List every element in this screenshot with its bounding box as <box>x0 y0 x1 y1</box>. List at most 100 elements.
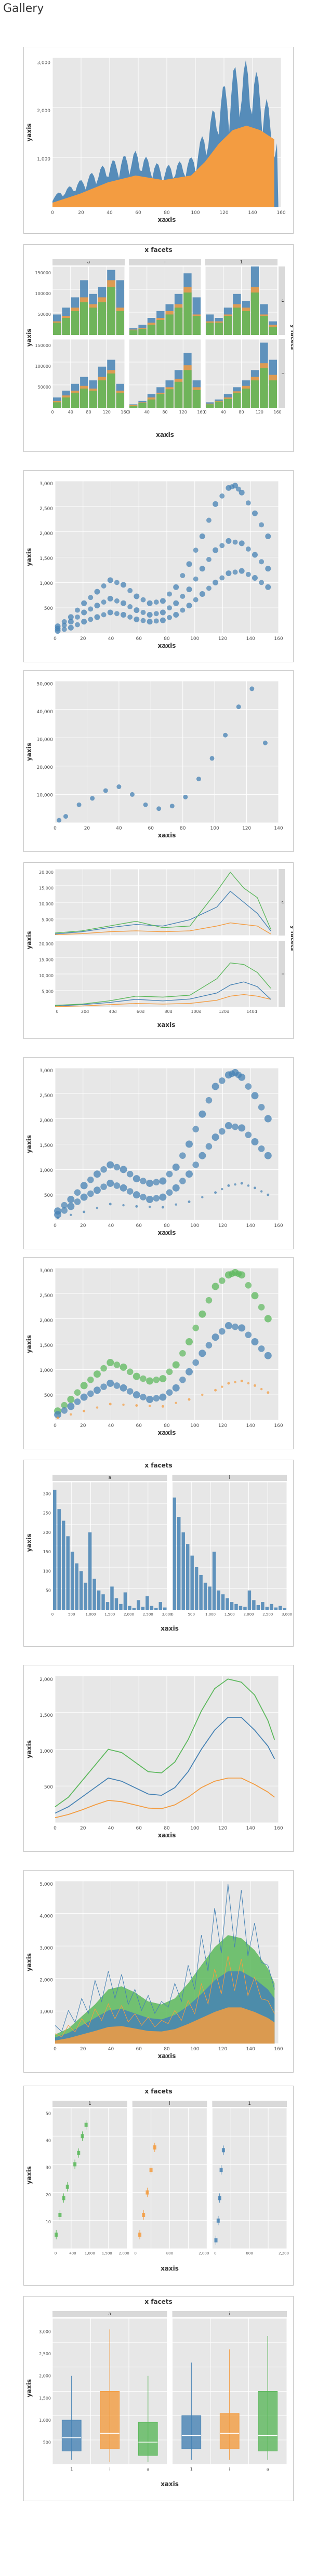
box-iqr <box>258 2391 278 2451</box>
histogram-bar <box>247 1590 252 1610</box>
bar-green <box>156 319 165 335</box>
x-tick-label: 140 <box>246 2047 255 2052</box>
y-axis-label: yaxis <box>25 931 33 950</box>
point-blue <box>93 1386 101 1394</box>
point-points <box>223 732 228 738</box>
point-blue <box>54 1411 62 1419</box>
x-tick-label: 140 <box>246 1223 255 1229</box>
x-tick-label: 60 <box>136 1223 142 1229</box>
histogram-bar <box>283 1608 286 1610</box>
point-green <box>199 1310 206 1318</box>
x-tick-label: 80 <box>162 410 167 415</box>
x-tick-label: 80 <box>180 826 186 831</box>
point-green <box>166 1368 173 1376</box>
point-mid <box>87 1190 94 1197</box>
histogram-bar <box>110 1586 114 1610</box>
point-green <box>172 1361 180 1369</box>
line-green <box>55 1678 275 1807</box>
point-low <box>121 611 127 618</box>
y-tick-label: 5,000 <box>39 1882 53 1887</box>
point-low <box>167 615 173 620</box>
y-tick-label: 20,000 <box>39 870 54 875</box>
point-high <box>160 598 166 604</box>
point-blue <box>107 1379 114 1387</box>
y-tick-label: 200 <box>43 1530 51 1535</box>
bar-green <box>80 389 88 408</box>
x-tick-label: a <box>267 2467 269 2472</box>
y-tick-label: 150000 <box>35 271 51 275</box>
point-green <box>186 1338 193 1346</box>
point-blue <box>258 1345 265 1352</box>
histogram-bar <box>105 1602 110 1610</box>
point-high <box>259 522 265 528</box>
x-tick-label: 120 <box>218 1223 227 1229</box>
histogram-bar <box>154 1608 158 1610</box>
x-tick-label: 120 <box>218 1826 227 1831</box>
point-low <box>206 585 212 591</box>
point-points <box>129 792 135 797</box>
point-mid <box>94 603 100 609</box>
histogram-bar <box>190 1555 194 1610</box>
x-tick-label: 20 <box>84 826 90 831</box>
x-tick-label: 120d <box>219 1009 229 1014</box>
point-mid <box>212 1133 219 1141</box>
line-blue <box>55 1717 275 1814</box>
histogram-bar <box>243 1607 247 1610</box>
histogram-bar <box>234 1604 238 1610</box>
y-tick-label: 500 <box>44 1193 53 1198</box>
y-axis-label: yaxis <box>25 1335 33 1353</box>
x-tick-label: 80 <box>164 2047 170 2052</box>
bar-green <box>129 330 138 335</box>
x-tick-label: 3,000 <box>282 1612 292 1617</box>
point-high <box>166 1170 173 1178</box>
x-tick-label: 160 <box>274 1826 283 1831</box>
histogram-bar <box>66 1536 70 1610</box>
line-blue <box>55 890 271 935</box>
facet-label: a <box>87 260 90 265</box>
x-tick-label: 160 <box>276 210 285 216</box>
x-tick-label: 40 <box>108 1423 114 1429</box>
point-mid <box>153 1195 160 1202</box>
point-mid <box>259 559 265 565</box>
point-green <box>107 1359 114 1367</box>
point-mid <box>205 1143 213 1150</box>
point-points <box>169 804 175 809</box>
x-tick-label: 0 <box>171 1612 173 1617</box>
point-high <box>239 489 245 496</box>
point-mid <box>238 1124 246 1132</box>
histogram-bar <box>53 1489 57 1610</box>
bar-green <box>183 370 192 408</box>
bar-green <box>192 390 201 408</box>
point-high <box>245 500 251 506</box>
histogram-bar <box>221 1594 225 1610</box>
point-mid <box>134 607 140 613</box>
point-mid <box>167 605 173 611</box>
y-tick-label: 3,000 <box>39 1069 53 1074</box>
x-tick-label: 60 <box>136 2047 142 2052</box>
x-axis-label: xaxis <box>158 1429 176 1436</box>
chart-7-scatter: 0 20 40 60 80 100 120 140 160 500 1,000 1,500 2,000 2… <box>23 1257 294 1449</box>
bar-green <box>260 368 268 408</box>
point-mid <box>251 1138 259 1146</box>
point-points <box>262 740 268 745</box>
point-high <box>113 1164 121 1171</box>
facet-label: i <box>229 2312 230 2317</box>
x-tick-label: i <box>229 2467 230 2472</box>
facet-label: 1 <box>248 2101 251 2106</box>
point-low <box>135 1205 138 1208</box>
point-low <box>140 618 146 623</box>
point-high <box>140 1178 147 1184</box>
point-orange <box>227 1382 230 1385</box>
bar-green <box>71 392 80 408</box>
x-tick-label: 0 <box>51 410 54 415</box>
histogram-bar <box>199 1574 203 1610</box>
point-mid <box>172 1184 180 1192</box>
point-points <box>156 806 162 811</box>
point-high <box>167 591 173 597</box>
point-mid <box>258 1145 265 1152</box>
point-low <box>240 1182 243 1185</box>
point-mid <box>159 1193 167 1201</box>
histogram-bar <box>97 1590 101 1610</box>
point-mid <box>61 1207 68 1214</box>
point-mid <box>193 576 199 582</box>
